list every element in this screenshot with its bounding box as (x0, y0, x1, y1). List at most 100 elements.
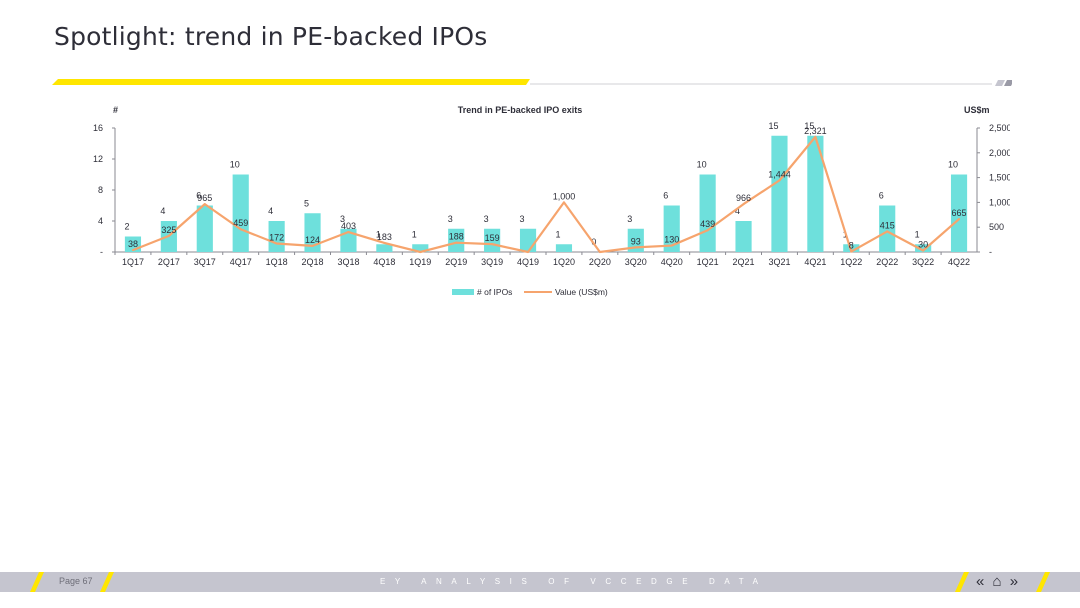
bar-ipo-count (699, 174, 716, 252)
line-data-label: 124 (305, 235, 320, 245)
line-data-label: 130 (664, 235, 679, 245)
value-point (383, 241, 386, 244)
x-tick-label: 4Q22 (948, 257, 970, 267)
rule-stripe-1 (995, 80, 1005, 86)
line-data-label: 2,321 (804, 126, 827, 136)
x-tick-label: 1Q22 (840, 257, 862, 267)
value-point (167, 234, 170, 237)
line-data-label: 1,000 (553, 191, 576, 201)
bar-ipo-count (232, 174, 249, 252)
value-point (778, 179, 781, 182)
x-tick-label: 2Q19 (445, 257, 467, 267)
line-data-label: 8 (849, 241, 854, 251)
bar-data-label: 4 (735, 206, 740, 216)
footer-stripe-right-1 (955, 572, 969, 592)
x-tick-label: 3Q18 (337, 257, 359, 267)
left-tick-label: 12 (93, 154, 103, 164)
bar-data-label: 1 (915, 229, 920, 239)
x-tick-label: 1Q21 (697, 257, 719, 267)
ipo-trend-chart: Trend in PE-backed IPO exits # US$m - 4 8 1… (93, 105, 1010, 297)
value-point (886, 230, 889, 233)
bar-data-label: 10 (948, 160, 958, 170)
line-data-label: 403 (341, 221, 356, 231)
line-data-label: 415 (880, 220, 895, 230)
left-tick-label: 4 (98, 216, 103, 226)
left-axis-label: # (113, 105, 118, 115)
bar-data-label: 3 (484, 214, 489, 224)
footer-tagline: EY ANALYSIS OF VCCEDGE DATA (380, 577, 768, 586)
forward-icon[interactable]: » (1009, 573, 1019, 590)
right-tick-label: 500 (989, 222, 1004, 232)
x-tick-label: 2Q18 (302, 257, 324, 267)
legend-bar-label: # of IPOs (477, 287, 512, 297)
bar-ipo-count (735, 221, 752, 252)
value-point (634, 246, 637, 249)
value-point (814, 135, 817, 138)
x-tick-label: 2Q17 (158, 257, 180, 267)
bar-ipo-count (807, 135, 824, 252)
value-point (347, 231, 350, 234)
bar-ipo-count (448, 228, 465, 252)
bar-data-label: 15 (768, 121, 778, 131)
chart-title: Trend in PE-backed IPO exits (458, 105, 583, 115)
line-data-label: 439 (700, 219, 715, 229)
x-tick-label: 4Q20 (661, 257, 683, 267)
bar-data-label: 1 (376, 229, 381, 239)
line-data-label: 172 (269, 232, 284, 242)
x-tick-label: 3Q21 (768, 257, 790, 267)
page-number: Page 67 (59, 576, 93, 586)
bar-ipo-count (879, 205, 896, 252)
value-point (850, 250, 853, 253)
home-icon[interactable]: ⌂ (992, 573, 1002, 590)
value-point (203, 203, 206, 206)
x-tick-label: 3Q20 (625, 257, 647, 267)
x-tick-label: 1Q17 (122, 257, 144, 267)
bar-data-label: 2 (124, 222, 129, 232)
footer-bar: Page 67 EY ANALYSIS OF VCCEDGE DATA « ⌂ … (0, 572, 1080, 592)
left-tick-label: - (100, 247, 103, 257)
left-tick-label: 8 (98, 185, 103, 195)
bar-data-label: 6 (663, 191, 668, 201)
bar-data-label: 6 (879, 191, 884, 201)
right-tick-label: 1,500 (989, 173, 1010, 183)
footer-stripe-left-1 (30, 572, 44, 592)
line-data-label: 183 (377, 232, 392, 242)
back-icon[interactable]: « (976, 573, 985, 590)
value-point (527, 251, 530, 253)
bar-data-label: 3 (448, 214, 453, 224)
legend-bar-swatch (452, 289, 474, 295)
bar-data-label: 1 (555, 229, 560, 239)
value-point (311, 244, 314, 247)
x-tick-label: 1Q20 (553, 257, 575, 267)
right-axis-label: US$m (964, 105, 990, 115)
x-tick-label: 2Q22 (876, 257, 898, 267)
bar-data-label: 3 (340, 214, 345, 224)
line-data-label: 1,444 (768, 169, 791, 179)
line-data-label: 159 (485, 233, 500, 243)
x-tick-label: 4Q19 (517, 257, 539, 267)
value-point (491, 243, 494, 246)
bar-ipo-count (484, 228, 501, 252)
value-point (922, 249, 925, 252)
left-tick-label: 16 (93, 123, 103, 133)
yellow-rule-segment (52, 79, 530, 85)
chart-plot: -481216-5001,0001,5002,0002,500246104531… (93, 121, 1010, 267)
page-title: Spotlight: trend in PE-backed IPOs (54, 22, 488, 51)
line-data-label: 38 (128, 239, 138, 249)
bar-ipo-count (196, 205, 213, 252)
bar-ipo-count (376, 244, 393, 252)
value-point (239, 228, 242, 231)
legend-line-label: Value (US$m) (555, 287, 608, 297)
right-tick-label: 1,000 (989, 197, 1010, 207)
right-tick-label: 2,000 (989, 148, 1010, 158)
footer-nav: « ⌂ » (976, 573, 1022, 590)
bar-data-label: 10 (697, 160, 707, 170)
value-point (742, 203, 745, 206)
x-tick-label: 4Q21 (804, 257, 826, 267)
x-tick-label: 4Q18 (373, 257, 395, 267)
right-tick-label: - (989, 247, 992, 257)
line-data-label: 325 (161, 225, 176, 235)
line-data-label: 665 (952, 208, 967, 218)
x-tick-label: 2Q20 (589, 257, 611, 267)
bar-ipo-count (555, 244, 573, 252)
